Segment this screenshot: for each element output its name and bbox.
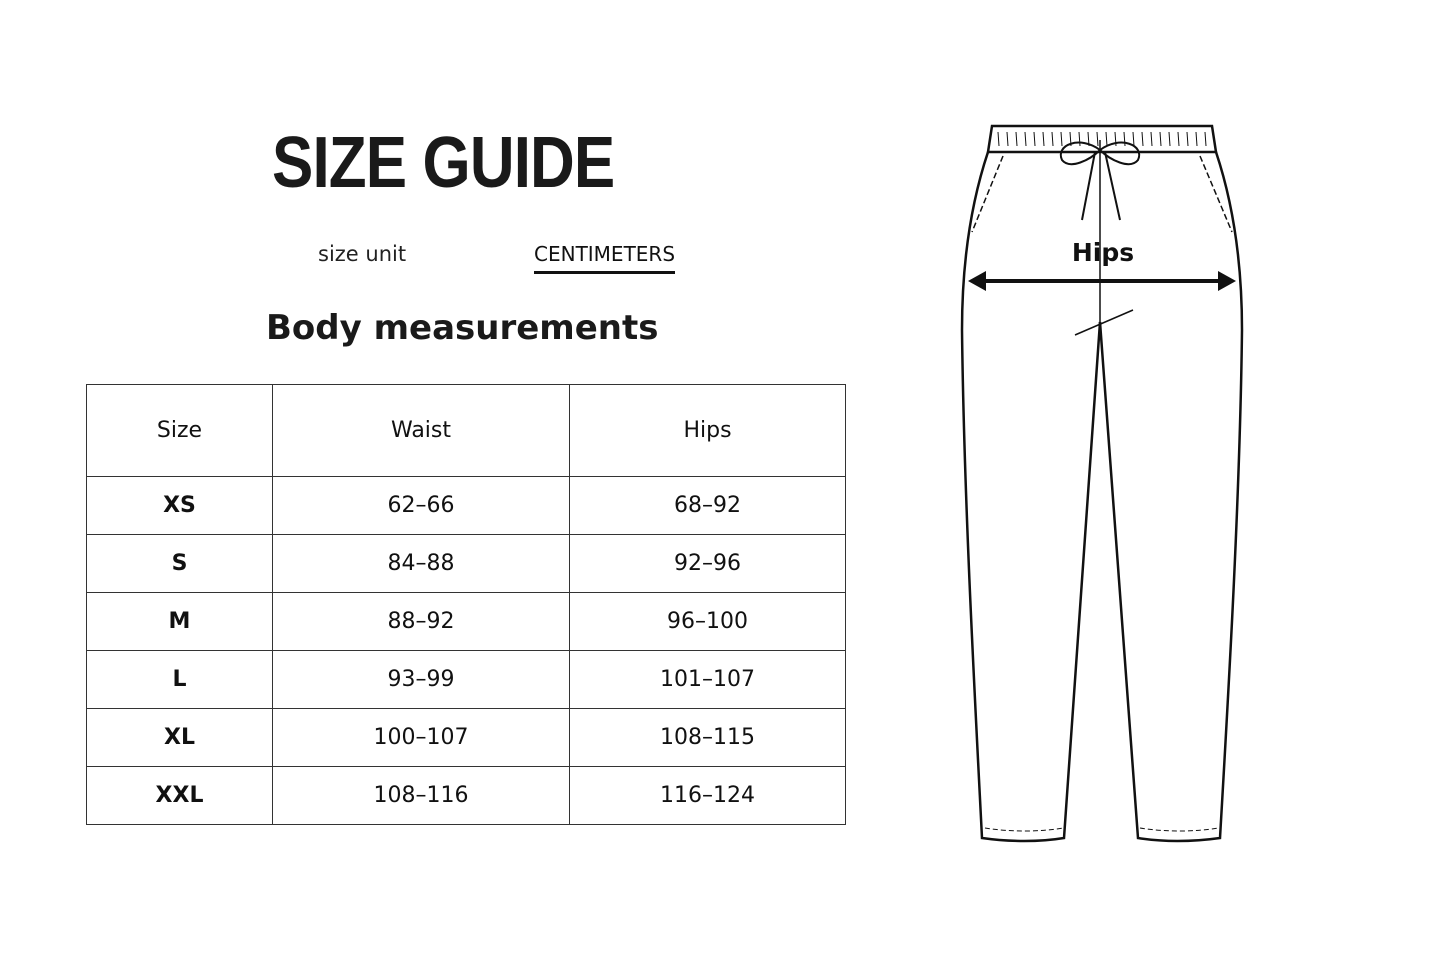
table-row: XXL 108–116 116–124 xyxy=(86,766,846,825)
crotch-mark xyxy=(1074,309,1134,336)
cell-hips: 68–92 xyxy=(569,476,846,535)
header-waist: Waist xyxy=(272,384,570,477)
cell-hips: 92–96 xyxy=(569,534,846,593)
size-table: Size Waist Hips XS 62–66 68–92 S 84–88 92–96 M… xyxy=(86,384,846,825)
table-row: XS 62–66 68–92 xyxy=(86,476,846,535)
size-unit-selector[interactable]: CENTIMETERS xyxy=(534,242,676,274)
cell-size: XS xyxy=(86,476,273,535)
header-size: Size xyxy=(86,384,273,477)
cell-waist: 62–66 xyxy=(272,476,570,535)
hem-stitch-left xyxy=(984,827,1064,832)
cell-size: M xyxy=(86,592,273,651)
pocket-right xyxy=(1199,155,1233,233)
cell-hips: 116–124 xyxy=(569,766,846,825)
table-row: M 88–92 96–100 xyxy=(86,592,846,651)
hips-measurement-arrow xyxy=(968,271,1236,291)
size-unit-label: size unit xyxy=(318,242,407,266)
table-row: S 84–88 92–96 xyxy=(86,534,846,593)
cell-waist: 100–107 xyxy=(272,708,570,767)
left-leg-outline xyxy=(960,151,1102,843)
hem-stitch-right xyxy=(1139,827,1219,832)
hips-label: Hips xyxy=(1072,238,1134,267)
header-hips: Hips xyxy=(569,384,846,477)
section-title: Body measurements xyxy=(266,308,659,348)
page-title: SIZE GUIDE xyxy=(272,123,615,203)
drawstring xyxy=(1059,141,1141,221)
cell-size: S xyxy=(86,534,273,593)
pocket-left xyxy=(971,155,1004,233)
table-row: L 93–99 101–107 xyxy=(86,650,846,709)
cell-hips: 96–100 xyxy=(569,592,846,651)
table-header-row: Size Waist Hips xyxy=(86,384,846,477)
right-leg-outline xyxy=(1098,151,1244,843)
cell-waist: 108–116 xyxy=(272,766,570,825)
cell-size: L xyxy=(86,650,273,709)
cell-waist: 84–88 xyxy=(272,534,570,593)
